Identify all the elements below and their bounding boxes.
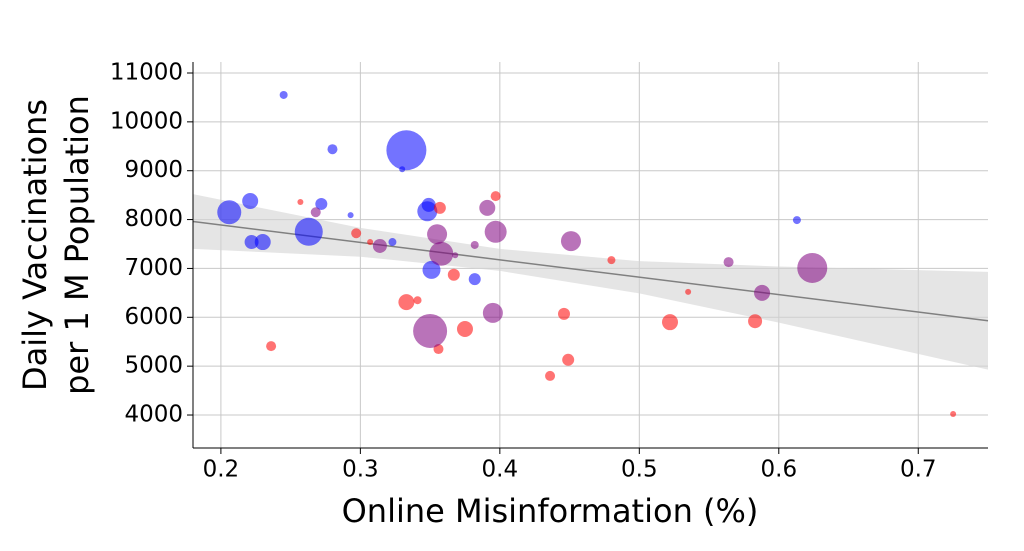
point bbox=[244, 235, 259, 250]
point bbox=[470, 240, 479, 249]
point bbox=[607, 256, 616, 265]
point bbox=[433, 201, 446, 214]
point bbox=[351, 228, 362, 239]
point bbox=[242, 193, 259, 210]
point bbox=[685, 288, 692, 295]
point bbox=[372, 238, 387, 253]
point bbox=[662, 314, 678, 331]
x-axis-label: Online Misinformation (%) bbox=[342, 492, 759, 530]
point bbox=[427, 224, 448, 245]
x-tick-label: 0.6 bbox=[761, 457, 798, 483]
y-tick-label: 6000 bbox=[124, 304, 183, 330]
y-axis-label: per 1 M Population bbox=[58, 95, 96, 395]
point bbox=[562, 353, 575, 366]
point bbox=[950, 411, 957, 418]
point bbox=[315, 197, 328, 210]
point bbox=[558, 307, 570, 320]
point bbox=[398, 294, 415, 311]
point bbox=[367, 239, 374, 246]
x-tick-label: 0.2 bbox=[203, 457, 240, 483]
point bbox=[297, 198, 304, 205]
x-tick-label: 0.5 bbox=[621, 457, 658, 483]
x-tick-label: 0.3 bbox=[342, 457, 379, 483]
y-axis-label: Daily Vaccinations bbox=[16, 99, 54, 391]
point bbox=[294, 217, 323, 246]
point bbox=[723, 257, 734, 268]
fit-line bbox=[192, 220, 989, 322]
point bbox=[456, 321, 473, 338]
point bbox=[754, 284, 771, 301]
point bbox=[279, 90, 288, 99]
x-tick-label: 0.7 bbox=[900, 457, 937, 483]
y-tick-label: 7000 bbox=[124, 255, 183, 281]
point bbox=[417, 201, 438, 222]
point bbox=[327, 144, 338, 155]
point bbox=[748, 314, 763, 329]
point bbox=[479, 199, 496, 216]
point bbox=[388, 238, 397, 247]
point bbox=[797, 252, 828, 283]
point bbox=[429, 241, 454, 266]
point bbox=[490, 191, 501, 202]
point bbox=[217, 200, 242, 225]
y-tick-label: 5000 bbox=[124, 353, 183, 379]
point bbox=[399, 166, 406, 173]
y-tick-label: 8000 bbox=[124, 206, 183, 232]
point bbox=[310, 207, 321, 218]
point bbox=[792, 216, 801, 225]
point bbox=[452, 252, 459, 259]
point bbox=[468, 273, 481, 286]
point bbox=[386, 130, 427, 171]
point bbox=[413, 313, 448, 348]
point bbox=[254, 234, 271, 251]
point bbox=[422, 260, 441, 279]
point bbox=[545, 370, 556, 381]
x-tick-label: 0.4 bbox=[482, 457, 519, 483]
y-tick-label: 11000 bbox=[110, 59, 183, 85]
y-tick-label: 10000 bbox=[110, 108, 183, 134]
y-tick-label: 4000 bbox=[124, 402, 183, 428]
point bbox=[266, 341, 277, 352]
point bbox=[482, 302, 503, 323]
confidence-band bbox=[193, 194, 988, 370]
point bbox=[413, 296, 422, 305]
point bbox=[447, 268, 460, 281]
y-tick-label: 9000 bbox=[124, 157, 183, 183]
point bbox=[484, 220, 507, 243]
point bbox=[347, 212, 354, 219]
point bbox=[560, 231, 581, 252]
